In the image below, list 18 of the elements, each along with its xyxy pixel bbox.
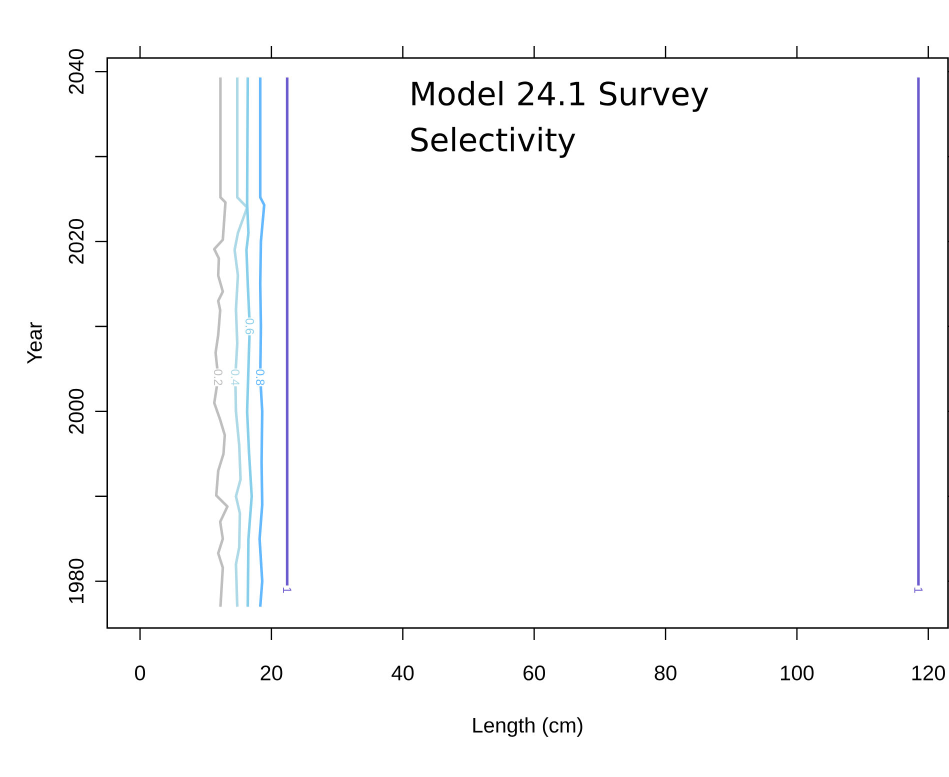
x-tick-label: 80: [654, 666, 676, 680]
line-series: [244, 76, 254, 608]
text: 1: [914, 588, 923, 593]
line-series: [212, 76, 229, 608]
text: Model 24.1 Survey Selectivity: [411, 80, 708, 158]
y-tick-label: 2020: [68, 218, 84, 264]
y-axis-title: Year: [27, 322, 42, 364]
y-tick-label: 2040: [68, 49, 84, 94]
y-tick-label: 1980: [68, 558, 84, 604]
x-tick-label: 0: [135, 666, 146, 680]
x-tick-label: 40: [392, 666, 414, 680]
y-tick-label: 2000: [68, 388, 84, 434]
text: 1: [283, 588, 292, 593]
x-axis-title: Length (cm): [473, 717, 582, 737]
x-tick-label: 120: [912, 666, 945, 680]
x-tick-label: 60: [524, 666, 546, 680]
x-tick-label: 100: [781, 666, 814, 680]
x-tick-label: 20: [260, 666, 282, 680]
